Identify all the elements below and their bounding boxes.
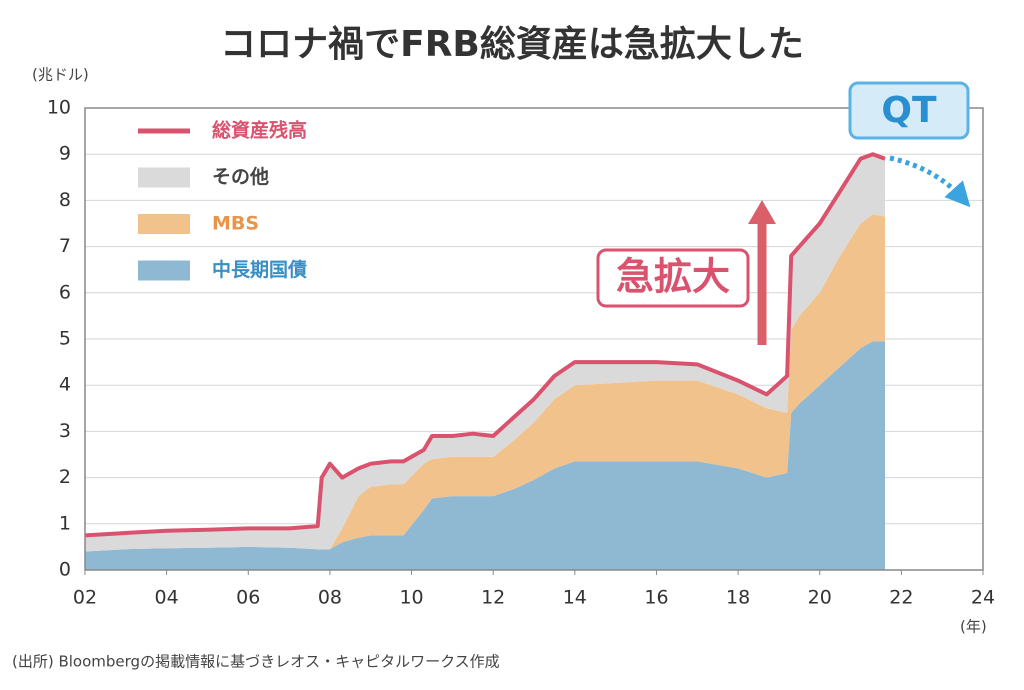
area: [85, 341, 885, 570]
x-tick-label: 22: [889, 587, 913, 609]
x-unit: (年): [960, 618, 987, 636]
x-tick-label: 24: [971, 587, 995, 609]
line: [84, 152, 886, 538]
annotation-box: [596, 248, 750, 308]
y-tick-label: 5: [59, 328, 71, 350]
qt-arrow: [889, 155, 971, 208]
y-tick-label: 7: [59, 235, 71, 257]
x-tick-label: 08: [318, 587, 342, 609]
legend-swatch: [138, 214, 190, 234]
y-tick-label: 4: [59, 374, 71, 396]
x-tick-label: 04: [155, 587, 179, 609]
chart-title: コロナ禍でFRB総資産は急拡大した: [220, 24, 804, 65]
y-tick-label: 0: [59, 559, 71, 581]
x-tick-label: 16: [644, 587, 668, 609]
legend-label: 中長期国債: [212, 258, 307, 281]
y-unit: (兆ドル): [32, 66, 89, 84]
x-tick-label: 18: [726, 587, 750, 609]
legend-swatch: [138, 260, 190, 281]
y-tick-label: 1: [59, 512, 71, 534]
annotation: QT: [881, 90, 937, 131]
annotation-box: [848, 81, 970, 140]
legend-label: 総資産残高: [212, 119, 307, 142]
x-tick-label: 06: [236, 587, 260, 609]
x-tick-label: 02: [73, 587, 97, 609]
x-tick-label: 14: [563, 587, 587, 609]
x-tick-label: 12: [481, 587, 505, 609]
source-note: (出所) Bloombergの掲載情報に基づきレオス・キャピタルワークス作成: [12, 653, 500, 671]
x-tick-label: 20: [808, 587, 832, 609]
y-tick-label: 9: [59, 143, 71, 165]
legend-label: MBS: [212, 213, 259, 235]
arrow-head: [748, 200, 776, 224]
plot-frame: [84, 107, 984, 571]
y-tick-label: 10: [47, 97, 71, 119]
x-tick-label: 10: [399, 587, 423, 609]
y-tick-label: 2: [59, 466, 71, 488]
legend-label: その他: [212, 165, 269, 188]
y-tick-label: 6: [59, 281, 71, 303]
legend-swatch: [138, 167, 190, 188]
area: [85, 214, 885, 552]
annotation: 急拡大: [616, 255, 730, 299]
y-tick-label: 8: [59, 189, 71, 211]
y-tick-label: 3: [59, 420, 71, 442]
